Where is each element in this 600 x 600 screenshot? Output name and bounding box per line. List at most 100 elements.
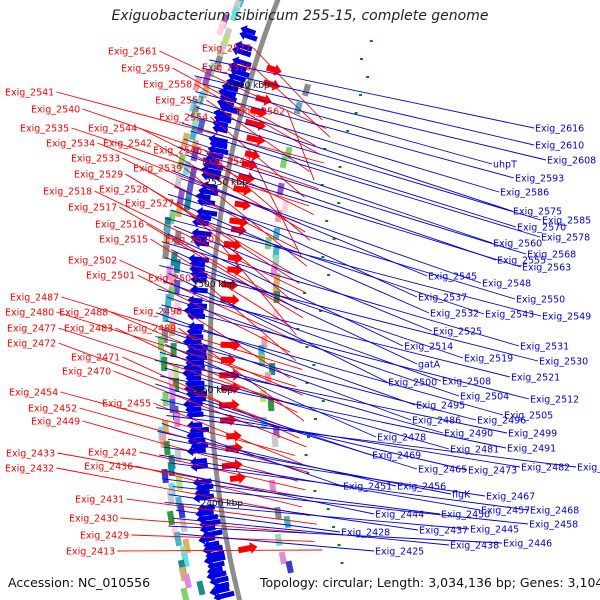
reverse-gene-label: Exig_2444: [375, 510, 424, 521]
leader-line: [164, 257, 464, 359]
reverse-gene-arrow: [239, 30, 258, 42]
reverse-gene-label: Exig_2468: [530, 506, 579, 517]
leader-line: [154, 142, 306, 233]
forward-gene-label: Exig_2547: [202, 157, 251, 168]
leader-line: [180, 178, 482, 284]
position-label: 2400 kbp: [201, 499, 244, 509]
feature-block: [185, 181, 195, 197]
leader-line: [210, 116, 305, 198]
leader-line: [160, 399, 468, 471]
forward-gene-label: Exig_2520: [165, 235, 214, 246]
tick-mark: [314, 418, 317, 420]
forward-gene-label: Exig_2540: [31, 105, 80, 116]
tick-mark: [312, 364, 316, 366]
reverse-gene-label: Exig_2438: [450, 541, 499, 552]
reverse-gene-arrow: [202, 544, 224, 555]
forward-gene-label: Exig_2542: [103, 139, 152, 150]
reverse-gene-label: Exig_2616: [535, 124, 584, 135]
feature-block: [274, 506, 282, 520]
tick-mark: [304, 454, 308, 456]
leader-line: [56, 91, 325, 164]
tick-mark: [359, 94, 362, 96]
leader-line: [167, 233, 404, 347]
leader-line: [153, 402, 303, 465]
forward-gene-label: Exig_2529: [74, 170, 123, 181]
reverse-gene-label: Exig_2495: [416, 401, 465, 412]
reverse-gene-arrow: [190, 274, 207, 285]
reverse-gene-label: Exig_2550: [516, 295, 565, 306]
leader-line: [194, 83, 320, 155]
forward-gene-label: Exig_2501: [86, 271, 135, 282]
tick-mark: [343, 580, 347, 582]
forward-gene-label: Exig_2477: [7, 324, 56, 335]
tick-mark: [332, 238, 336, 240]
leader-line: [166, 415, 577, 468]
forward-gene-label: Exig_2518: [43, 187, 92, 198]
leader-line: [182, 122, 517, 228]
forward-gene-label: Exig_2436: [84, 462, 133, 473]
tick-mark: [306, 472, 310, 474]
reverse-gene-label: Exig_2500: [388, 378, 437, 389]
feature-block: [278, 551, 288, 565]
reverse-gene-label: Exig_2531: [520, 342, 569, 353]
forward-gene-label: Exig_2432: [5, 464, 54, 475]
leader-line: [204, 149, 311, 241]
tick-mark: [346, 130, 350, 132]
forward-gene-label: Exig_2455: [102, 399, 151, 410]
reverse-gene-arrow: [195, 508, 214, 519]
feature-block: [281, 200, 290, 214]
forward-gene-label: Exig_2515: [99, 235, 148, 246]
reverse-gene-arrow: [193, 493, 215, 503]
tick-mark: [366, 76, 370, 78]
reverse-gene-label: Exig_2610: [535, 141, 584, 152]
leader-line: [159, 50, 327, 130]
feature-block: [284, 146, 293, 160]
reverse-gene-arrow: [185, 404, 202, 415]
position-labels: 2600 kbp 2550 kbp 2500 kbp 2450 kbp 2400 kbp: [191, 81, 270, 509]
forward-gene-label: Exig_2454: [9, 388, 58, 399]
reverse-gene-label: Exig_2486: [412, 416, 461, 427]
leader-line: [135, 465, 303, 508]
leader-line: [58, 342, 293, 431]
feature-block: [173, 412, 181, 428]
reverse-gene-label: Exig_2560: [493, 239, 542, 250]
reverse-gene-arrow: [216, 97, 235, 109]
forward-gene-arrow: [227, 264, 243, 276]
reverse-gene-label: Exig_2469: [372, 451, 421, 462]
forward-gene-label: Exig_2472: [7, 339, 56, 350]
reverse-gene-arrow: [186, 446, 206, 457]
forward-gene-arrow: [229, 216, 249, 228]
leader-line: [120, 517, 307, 534]
reverse-gene-arrow: [212, 123, 229, 134]
genome-summary-text: Topology: circular; Length: 3,034,136 bp…: [260, 575, 600, 590]
reverse-gene-label: Exig_2608: [547, 156, 596, 167]
feature-block: [161, 356, 168, 372]
feature-block: [170, 342, 177, 358]
tick-mark: [338, 166, 342, 168]
feature-block: [267, 398, 275, 412]
reverse-gene-label: Exig_2525: [433, 327, 482, 338]
forward-gene-label: Exig_2471: [71, 353, 120, 364]
leader-line: [168, 494, 419, 531]
reverse-gene-arrow: [199, 524, 216, 535]
leader-line: [139, 451, 306, 491]
reverse-gene-label: Exig_2465: [418, 465, 467, 476]
tick-mark: [337, 202, 341, 204]
leader-line: [209, 59, 535, 129]
reverse-gene-arrow: [219, 103, 242, 115]
feature-block: [162, 307, 170, 323]
reverse-gene-label: Exig_2543: [485, 310, 534, 321]
forward-gene-label: Exig_2562: [236, 107, 285, 118]
forward-gene-label: Exig_2544: [88, 124, 137, 135]
feature-block: [264, 236, 272, 250]
reverse-gene-arrow: [202, 160, 224, 171]
leader-line: [150, 238, 291, 327]
forward-gene-arrow: [237, 172, 255, 184]
leader-line: [172, 67, 316, 147]
reverse-gene-arrow: [186, 409, 204, 420]
reverse-gene-label: Exig_2499: [508, 429, 557, 440]
reverse-gene-label: Exig_2549: [542, 312, 591, 323]
forward-gene-label: Exig_2413: [66, 547, 115, 558]
leader-line: [155, 383, 372, 456]
